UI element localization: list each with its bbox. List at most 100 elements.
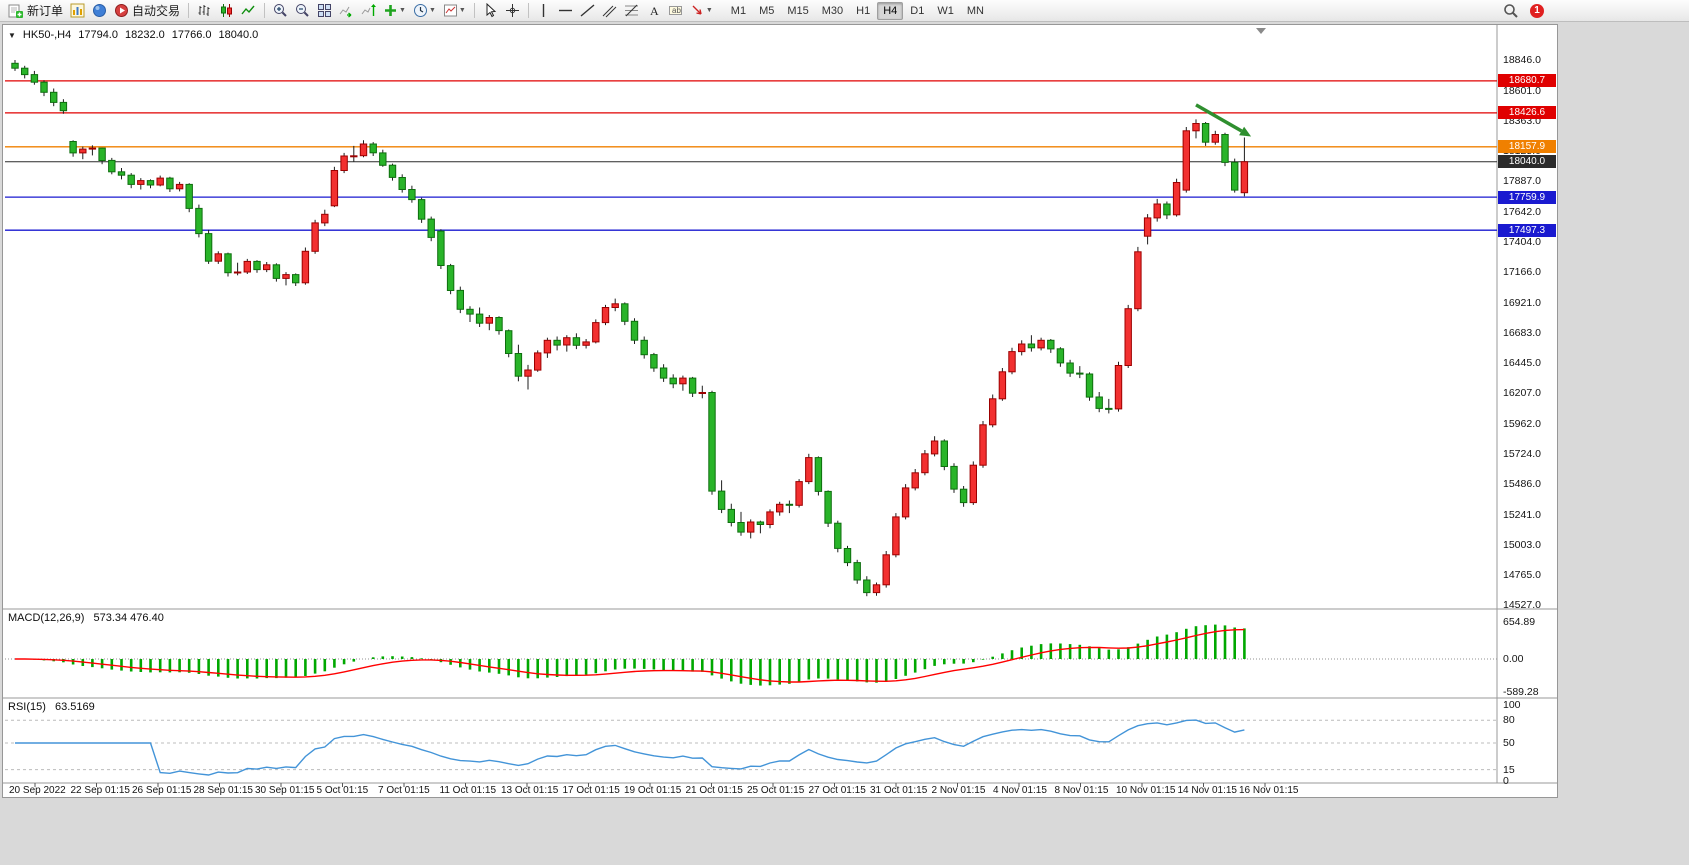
crosshair-tool-button[interactable] bbox=[502, 1, 523, 21]
candle bbox=[1056, 347, 1065, 367]
candle bbox=[243, 258, 252, 274]
fibonacci-tool-button[interactable] bbox=[621, 1, 642, 21]
candle bbox=[350, 145, 358, 162]
candle bbox=[1008, 347, 1016, 375]
toolbar-separator bbox=[264, 3, 266, 18]
candle bbox=[79, 146, 87, 160]
candle bbox=[805, 453, 813, 485]
trendline-icon bbox=[580, 4, 595, 17]
candle bbox=[921, 450, 929, 476]
macd-values: 573.34 476.40 bbox=[93, 612, 164, 624]
search-button[interactable] bbox=[1500, 1, 1522, 21]
candle bbox=[1134, 246, 1142, 312]
candle bbox=[989, 394, 997, 428]
candle bbox=[766, 509, 774, 529]
zoom-in-icon bbox=[274, 4, 287, 17]
market-watch-button[interactable] bbox=[67, 1, 88, 21]
notifications-badge[interactable]: 1 bbox=[1530, 3, 1544, 18]
svg-text:ab: ab bbox=[672, 6, 681, 15]
candle bbox=[40, 80, 48, 97]
time-axis-label: 30 Sep 01:15 bbox=[255, 785, 315, 796]
candle bbox=[669, 374, 677, 389]
text-tool-button[interactable]: A bbox=[643, 1, 664, 21]
candle bbox=[1240, 137, 1249, 197]
symbol-collapse-icon[interactable]: ▼ bbox=[8, 30, 16, 40]
autotrading-status-icon bbox=[115, 4, 129, 17]
candle bbox=[59, 99, 68, 114]
autotrading-label: 自动交易 bbox=[132, 4, 181, 18]
candle bbox=[795, 479, 803, 508]
time-axis-ticks bbox=[34, 783, 1266, 787]
candle bbox=[1027, 335, 1036, 352]
periods-button[interactable]: ▼ bbox=[410, 1, 439, 21]
candle bbox=[843, 545, 852, 567]
indicators-button[interactable]: ▼ bbox=[380, 1, 409, 21]
autotrading-button[interactable]: 自动交易 bbox=[111, 1, 183, 21]
templates-button[interactable]: ▼ bbox=[440, 1, 469, 21]
arrow-objects-button[interactable]: ▼ bbox=[687, 1, 716, 21]
candlestick-mode-icon bbox=[221, 4, 233, 17]
horizontal-line-tool-button[interactable] bbox=[555, 1, 576, 21]
timeframe-m15-button[interactable]: M15 bbox=[787, 4, 809, 17]
time-axis-label: 8 Nov 01:15 bbox=[1054, 785, 1109, 796]
symbol-timeframe-label: HK50-,H4 bbox=[22, 29, 72, 41]
candlestick-mode-button[interactable] bbox=[216, 1, 237, 21]
timeframe-mn-button[interactable]: MN bbox=[966, 4, 984, 17]
channel-tool-button[interactable] bbox=[599, 1, 620, 21]
trendline-tool-button[interactable] bbox=[577, 1, 598, 21]
svg-text:A: A bbox=[650, 4, 659, 18]
time-axis-label: 22 Sep 01:15 bbox=[70, 785, 131, 796]
candle bbox=[137, 178, 145, 190]
rsi-line[interactable] bbox=[15, 719, 1245, 776]
search-icon bbox=[1504, 3, 1518, 18]
tile-windows-button[interactable] bbox=[314, 1, 335, 21]
timeframe-d1-button[interactable]: D1 bbox=[910, 4, 925, 17]
zoom-in-button[interactable] bbox=[270, 1, 291, 21]
data-window-button[interactable] bbox=[89, 1, 110, 21]
panel-separators[interactable] bbox=[3, 25, 1557, 784]
candle bbox=[214, 251, 223, 264]
time-axis-label: 11 Oct 01:15 bbox=[439, 785, 497, 796]
text-label-tool-button[interactable]: ab bbox=[665, 1, 686, 21]
timeframe-h4-button[interactable]: H4 bbox=[877, 1, 904, 20]
candle bbox=[1211, 130, 1219, 145]
timeframe-m1-button[interactable]: M1 bbox=[730, 4, 747, 17]
candle bbox=[88, 145, 97, 156]
new-order-button[interactable]: 新订单 bbox=[5, 1, 66, 21]
candle bbox=[1231, 158, 1239, 193]
time-axis[interactable]: 20 Sep 2022 22 Sep 01:15 26 Sep 01:15 28 Se… bbox=[3, 785, 1497, 797]
chart-shift-marker[interactable] bbox=[1256, 28, 1266, 34]
candle bbox=[108, 157, 116, 175]
timeframe-h1-button[interactable]: H1 bbox=[856, 4, 871, 17]
candle bbox=[1143, 214, 1152, 245]
candle bbox=[1085, 372, 1094, 401]
zoom-out-button[interactable] bbox=[292, 1, 313, 21]
candle bbox=[659, 364, 668, 382]
candle bbox=[475, 307, 484, 327]
vertical-line-tool-button[interactable] bbox=[534, 1, 554, 21]
timeframe-m30-button[interactable]: M30 bbox=[821, 4, 844, 17]
macd-signal-line[interactable] bbox=[15, 628, 1245, 683]
line-chart-mode-button[interactable] bbox=[238, 1, 259, 21]
timeframe-w1-button[interactable]: W1 bbox=[937, 4, 954, 17]
candle bbox=[969, 461, 977, 505]
candle bbox=[814, 456, 823, 496]
timeframe-m5-button[interactable]: M5 bbox=[759, 4, 775, 17]
chart-shift-icon bbox=[361, 4, 377, 16]
candle bbox=[1201, 122, 1210, 146]
chart-shift-button[interactable] bbox=[358, 1, 379, 21]
cursor-tool-button[interactable] bbox=[480, 1, 501, 21]
bar-chart-mode-button[interactable] bbox=[194, 1, 215, 21]
candle bbox=[437, 229, 445, 269]
level-lines[interactable] bbox=[5, 80, 1497, 231]
candle bbox=[340, 152, 348, 174]
candle bbox=[737, 511, 745, 536]
auto-scroll-button[interactable] bbox=[336, 1, 357, 21]
text-icon: A bbox=[650, 4, 659, 18]
toolbar-separator bbox=[188, 3, 190, 18]
candle bbox=[1105, 398, 1113, 414]
trend-arrow-annotation[interactable] bbox=[1195, 103, 1252, 137]
candle bbox=[524, 364, 532, 390]
time-axis-label: 28 Sep 01:15 bbox=[193, 785, 254, 796]
candle bbox=[959, 486, 968, 507]
